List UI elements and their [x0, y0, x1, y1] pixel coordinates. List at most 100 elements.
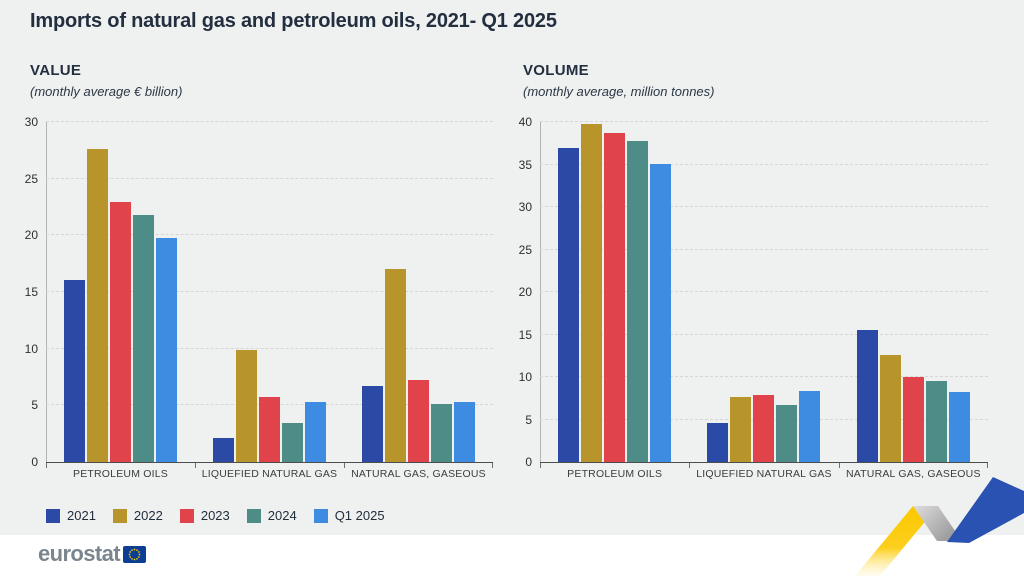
- gridline: [46, 234, 493, 236]
- eurostat-logo-text: eurostat: [38, 541, 121, 566]
- gridline: [540, 163, 988, 165]
- bar-group: [540, 122, 689, 462]
- y-axis-tick-label: 0: [31, 455, 38, 469]
- bar-2021: [64, 279, 85, 462]
- bar-q1-2025: [156, 237, 177, 462]
- bar-2022: [581, 123, 603, 462]
- bar-2024: [925, 381, 947, 462]
- y-axis-tick-label: 5: [525, 412, 532, 427]
- bar-group: [689, 122, 838, 462]
- legend-item: 2022: [112, 508, 163, 523]
- gridline: [46, 291, 493, 292]
- bar-2024: [431, 404, 452, 462]
- bar-group: [344, 122, 493, 462]
- y-axis-tick-label: 35: [518, 157, 532, 172]
- legend-label: 2022: [133, 508, 163, 523]
- legend-item: 2023: [179, 508, 230, 523]
- x-axis-tick: [540, 462, 541, 468]
- y-axis-tick-label: 10: [24, 341, 38, 356]
- x-axis-tick: [838, 462, 840, 468]
- bar-q1-2025: [948, 392, 970, 462]
- bar-2023: [259, 397, 280, 462]
- legend-label: 2021: [67, 508, 96, 523]
- bar-2023: [110, 202, 131, 462]
- value-chart-subtitle: (monthly average € billion): [30, 84, 183, 99]
- bar-2024: [627, 140, 649, 462]
- category-label: PETROLEUM OILS: [567, 468, 663, 480]
- category-label: LIQUEFIED NATURAL GAS: [696, 468, 832, 480]
- bar-2022: [236, 349, 257, 462]
- value-chart-title: VALUE: [30, 62, 82, 79]
- bar-q1-2025: [454, 401, 475, 462]
- legend-swatch: [46, 508, 60, 523]
- value-category-labels: PETROLEUM OILS LIQUEFIED NATURAL GAS NATUR…: [46, 468, 493, 480]
- bar-groups: [46, 122, 493, 462]
- volume-chart-title: VOLUME: [523, 62, 589, 79]
- bar-2021: [362, 386, 383, 462]
- bar-2023: [902, 377, 924, 462]
- page-title: Imports of natural gas and petroleum oil…: [30, 10, 557, 32]
- legend-swatch: [179, 508, 194, 523]
- bar-2023: [408, 380, 429, 462]
- x-axis-tick: [987, 462, 988, 468]
- bar-q1-2025: [305, 401, 326, 462]
- legend: 2021 2022 2023 2024 Q1 2025: [46, 508, 385, 523]
- x-axis-tick: [689, 462, 691, 468]
- bar-2022: [385, 269, 406, 462]
- volume-category-labels: PETROLEUM OILS LIQUEFIED NATURAL GAS NATUR…: [540, 468, 988, 480]
- bar-groups: [540, 122, 988, 462]
- legend-item: Q1 2025: [313, 508, 385, 523]
- eu-flag-icon: [123, 545, 146, 563]
- category-label: PETROLEUM OILS: [73, 468, 168, 480]
- x-axis-tick: [343, 462, 345, 468]
- y-axis-tick-label: 15: [24, 285, 38, 299]
- value-chart: VALUE (monthly average € billion) 0 5 10 15…: [25, 62, 502, 492]
- value-plot-area: 0 5 10 15 20 25 30: [25, 115, 493, 469]
- legend-label: 2024: [267, 508, 297, 523]
- bar-group: [195, 122, 344, 462]
- y-axis-tick-label: 0: [525, 455, 532, 469]
- y-axis-tick-label: 30: [24, 115, 38, 129]
- bar-group: [839, 122, 988, 462]
- volume-chart-subtitle: (monthly average, million tonnes): [523, 84, 715, 99]
- legend-label: Q1 2025: [334, 508, 385, 523]
- y-axis-tick-label: 25: [24, 171, 38, 186]
- volume-chart: VOLUME (monthly average, million tonnes)…: [519, 62, 995, 492]
- legend-swatch: [112, 508, 127, 523]
- bar-2024: [133, 214, 154, 462]
- gridline: [46, 177, 493, 179]
- bar-2022: [879, 354, 901, 462]
- gridline: [540, 333, 988, 335]
- y-axis-tick-label: 20: [24, 228, 38, 243]
- bar-2022: [730, 397, 752, 462]
- y-axis-tick-label: 20: [518, 285, 532, 299]
- bar-q1-2025: [799, 390, 821, 462]
- bar-2022: [87, 149, 108, 462]
- y-axis-tick-label: 25: [518, 242, 532, 257]
- bar-q1-2025: [650, 163, 672, 462]
- y-axis-tick-label: 10: [518, 370, 532, 384]
- x-axis-tick: [194, 462, 196, 468]
- gridline: [540, 248, 988, 250]
- x-axis-tick: [46, 462, 47, 468]
- legend-swatch: [313, 508, 328, 523]
- volume-plot-area: 0 5 10 15 20 25 30 35 40: [519, 115, 988, 469]
- legend-label: 2023: [200, 508, 230, 523]
- category-label: NATURAL GAS, GASEOUS: [845, 468, 981, 480]
- bar-2021: [558, 147, 580, 462]
- gridline: [540, 291, 988, 292]
- bar-2021: [707, 422, 729, 462]
- bar-2024: [776, 405, 798, 462]
- y-axis-tick-label: 15: [518, 327, 532, 342]
- gridline: [540, 376, 988, 377]
- bar-group: [46, 122, 195, 462]
- category-label: LIQUEFIED NATURAL GAS: [201, 468, 338, 480]
- bar-2023: [604, 133, 626, 462]
- gridline: [540, 121, 988, 122]
- y-axis-tick-label: 5: [31, 398, 38, 413]
- legend-item: 2024: [246, 508, 297, 523]
- legend-item: 2021: [46, 508, 96, 523]
- category-label: NATURAL GAS, GASEOUS: [351, 468, 486, 480]
- legend-swatch: [246, 508, 261, 523]
